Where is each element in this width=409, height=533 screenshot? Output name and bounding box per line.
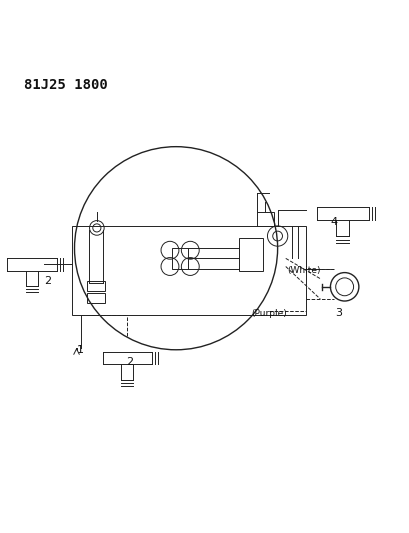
Text: (White): (White) [287, 266, 321, 275]
Bar [239, 238, 263, 271]
Bar [257, 212, 274, 226]
Text: 1: 1 [77, 345, 84, 355]
Bar [87, 293, 105, 303]
Text: 4: 4 [331, 217, 338, 227]
Text: (Purple): (Purple) [252, 309, 288, 318]
Bar [172, 248, 188, 269]
Text: 2: 2 [45, 276, 52, 286]
Bar [87, 281, 105, 291]
Text: 2: 2 [126, 357, 133, 367]
Text: 3: 3 [335, 308, 342, 318]
Text: 81J25 1800: 81J25 1800 [24, 78, 108, 92]
